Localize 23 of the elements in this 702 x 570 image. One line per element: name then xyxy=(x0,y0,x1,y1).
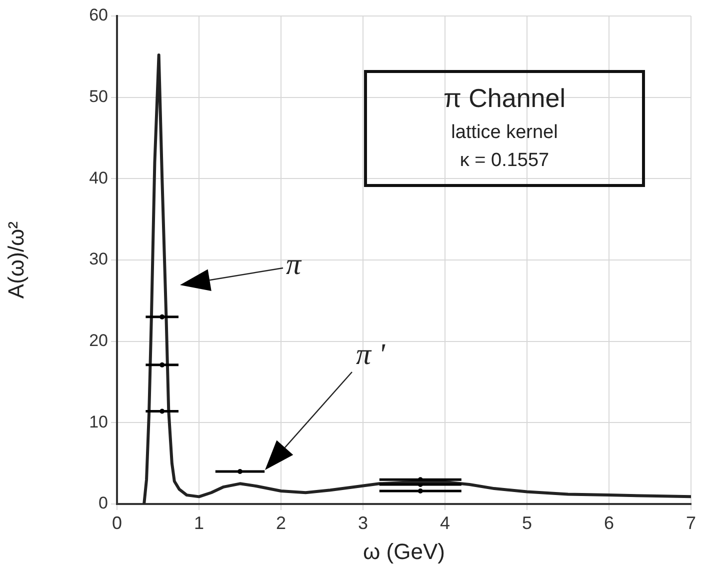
y-tick-label: 0 xyxy=(98,494,108,513)
x-tick-label: 7 xyxy=(686,512,696,533)
x-tick-label: 6 xyxy=(604,512,614,533)
y-tick-label: 60 xyxy=(89,6,108,25)
y-tick-label: 20 xyxy=(89,331,108,350)
y-tick-label: 40 xyxy=(89,168,108,188)
annotation: π ' xyxy=(356,338,385,371)
x-tick-label: 4 xyxy=(440,512,450,533)
annotation: κ = 0.1557 xyxy=(458,150,550,172)
y-tick-label: 50 xyxy=(89,87,108,106)
annotation: lattice kernel xyxy=(450,122,559,144)
y-tick-label: 10 xyxy=(89,412,108,432)
annotation: π Channel xyxy=(442,83,566,114)
x-tick-label: 3 xyxy=(358,512,368,533)
text-box: π Channel lattice kernel κ = 0.1557 xyxy=(364,70,645,187)
y-axis-title: A(ω)/ω² xyxy=(3,221,28,299)
annotation: π xyxy=(286,248,302,281)
x-tick-label: 5 xyxy=(522,512,532,533)
x-tick-label: 0 xyxy=(112,512,122,533)
x-tick-label: 2 xyxy=(276,512,286,533)
x-tick-label: 1 xyxy=(194,512,204,533)
y-tick-label: 30 xyxy=(89,250,108,269)
x-axis-title: ω (GeV) xyxy=(363,538,445,564)
